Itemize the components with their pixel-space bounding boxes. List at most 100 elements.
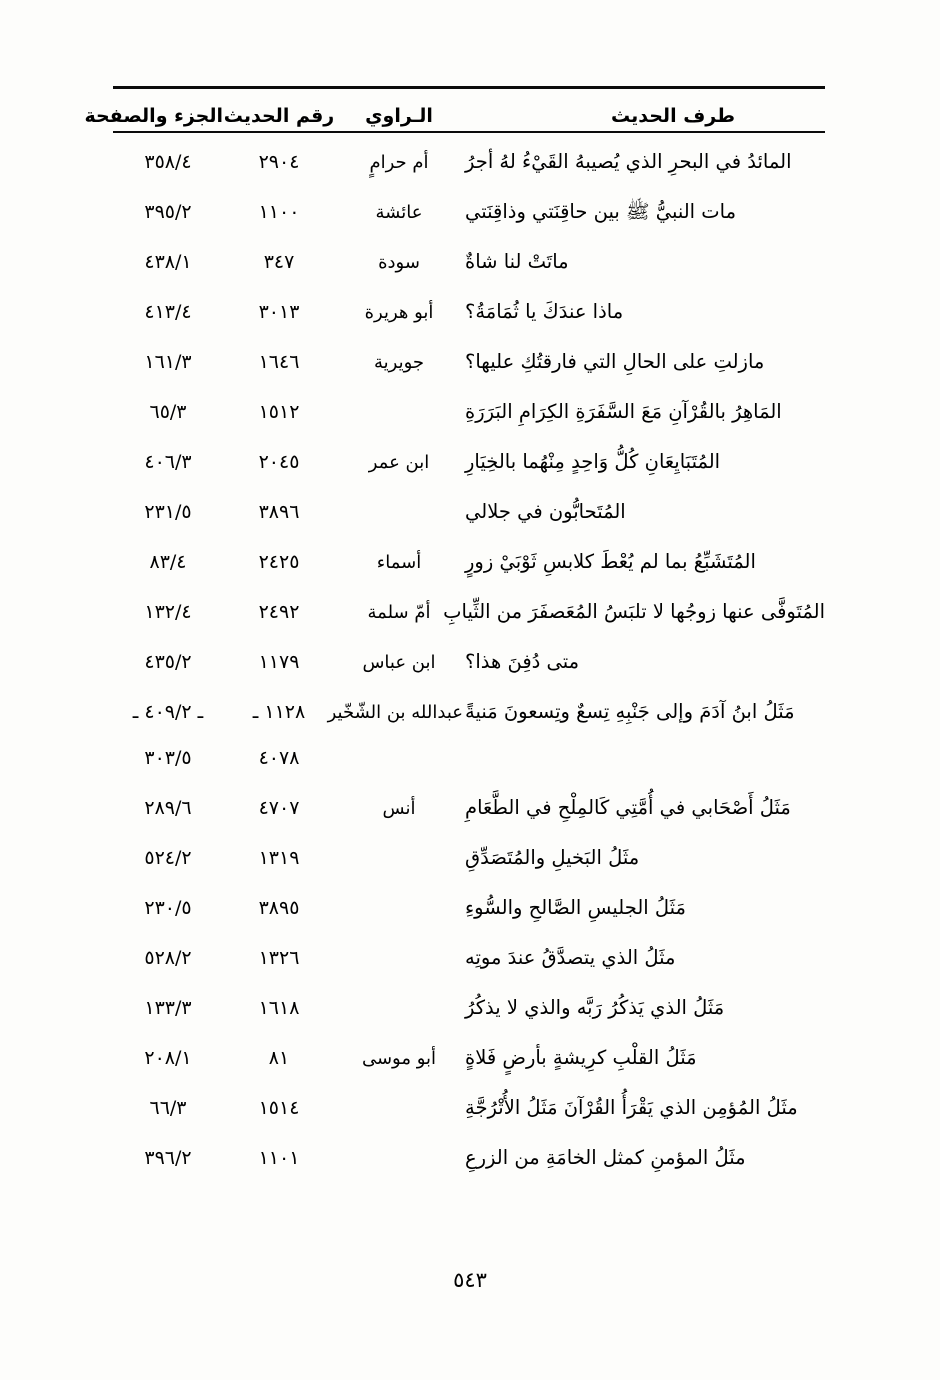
- cell-hadith-text: المُتَوفَّى عنها زوجُها لا تلبَسُ المُعَ…: [443, 600, 825, 623]
- cell-hadith-number: ٣٨٩٥: [258, 897, 300, 919]
- cell-narrator: أبو هريرة: [364, 302, 434, 323]
- table-row: مثَلُ المؤمنِ كمثل الخامَةِ من الزرعِ ١١٠…: [113, 1143, 825, 1193]
- table-row: مازلتِ على الحالِ التي فارقتُكِ عليها؟ جو…: [113, 347, 825, 397]
- table-row: متى دُفِنَ هذا؟ ابن عباس ١١٧٩ ٤٣٥/٢: [113, 647, 825, 697]
- cell-volume-page: ٨٣/٤: [149, 551, 187, 573]
- cell-volume-page: ١٣٣/٣: [144, 997, 192, 1019]
- cell-volume-page: ٣٠٣/٥: [144, 747, 192, 769]
- cell-volume-page: ٢٣١/٥: [144, 501, 192, 523]
- cell-hadith-text: مازلتِ على الحالِ التي فارقتُكِ عليها؟: [465, 350, 765, 373]
- cell-volume-page: ١٣٢/٤: [144, 601, 192, 623]
- cell-hadith-text: مثَلُ المُؤمِن الذي يَقْرَأُ القُرْآنَ م…: [465, 1096, 798, 1119]
- cell-hadith-number: ١١٠٠: [258, 201, 300, 223]
- cell-hadith-text: مثَلُ المؤمنِ كمثل الخامَةِ من الزرعِ: [465, 1146, 746, 1169]
- cell-hadith-text: المُتَبَايِعَانِ كُلُّ وَاحِدٍ مِنْهُما …: [465, 450, 721, 473]
- cell-hadith-number: ٢٤٩٢: [258, 601, 300, 623]
- header-cell-hadith-text: طرف الحديث: [463, 106, 825, 131]
- cell-narrator: عبدالله بن الشّخّير: [327, 702, 463, 723]
- page-number: ٥٤٣: [453, 1268, 487, 1292]
- cell-volume-page: ـ ٤٠٩/٢ ـ: [132, 701, 204, 723]
- cell-narrator: أسماء: [376, 552, 422, 573]
- cell-volume-page: ٣٩٥/٢: [144, 201, 192, 223]
- table-body: المائدُ في البحرِ الذي يُصيبهُ القَيْءُ …: [113, 133, 825, 1193]
- cell-narrator: أم حرامٍ: [369, 152, 429, 173]
- cell-hadith-text: ماذا عندَكَ يا ثُمَامَةُ؟: [465, 300, 624, 323]
- cell-hadith-number: ٣٨٩٦: [258, 501, 300, 523]
- table-row: المُتَوفَّى عنها زوجُها لا تلبَسُ المُعَ…: [113, 597, 825, 647]
- cell-hadith-number: ١٣١٩: [258, 847, 300, 869]
- table-row: ماذا عندَكَ يا ثُمَامَةُ؟ أبو هريرة ٣٠١٣ ٤١…: [113, 297, 825, 347]
- cell-hadith-text: المائدُ في البحرِ الذي يُصيبهُ القَيْءُ …: [465, 150, 792, 173]
- cell-hadith-number: ٢٩٠٤: [258, 151, 300, 173]
- cell-hadith-number: ٣٠١٣: [258, 301, 300, 323]
- cell-narrator: أمّ سلمة: [367, 602, 431, 623]
- cell-hadith-number: ١٥١٢: [258, 401, 300, 423]
- header-label-volume-page: الجزء والصفحة: [84, 105, 223, 128]
- cell-volume-page: ٢٣٠/٥: [144, 897, 192, 919]
- cell-volume-page: ٥٢٨/٢: [144, 947, 192, 969]
- header-cell-volume-page: الجزء والصفحة: [84, 105, 223, 131]
- cell-hadith-number: ١٦١٨: [258, 997, 300, 1019]
- cell-narrator: سودة: [378, 252, 420, 273]
- cell-hadith-text: مَثَلُ الجليسِ الصَّالحِ والسُّوءِ: [465, 896, 686, 919]
- cell-narrator: جويرية: [373, 352, 425, 373]
- cell-hadith-text: مثَلُ البَخيلِ والمُتَصَدِّقِ: [465, 846, 640, 869]
- table-row: مثَلُ البَخيلِ والمُتَصَدِّقِ ١٣١٩ ٥٢٤/٢: [113, 843, 825, 893]
- table-row: ٤٠٧٨ ٣٠٣/٥: [113, 747, 825, 793]
- table-top-rule: [113, 86, 825, 89]
- cell-volume-page: ٥٢٤/٢: [144, 847, 192, 869]
- cell-volume-page: ٢٨٩/٦: [144, 797, 192, 819]
- cell-volume-page: ٤٠٦/٣: [144, 451, 192, 473]
- cell-volume-page: ٤٣٥/٢: [144, 651, 192, 673]
- header-label-hadith-number: رقم الحديث: [223, 105, 335, 128]
- cell-hadith-number: ٢٤٢٥: [258, 551, 300, 573]
- header-label-narrator: الـراوي: [365, 105, 433, 128]
- header-cell-hadith-number: رقم الحديث: [223, 106, 335, 131]
- cell-narrator: ابن عمر: [368, 452, 430, 473]
- cell-hadith-number: ٤٧٠٧: [258, 797, 300, 819]
- cell-hadith-text: مثَلُ الذي يتصدَّقُ عندَ موتِه: [465, 946, 676, 969]
- table-row: مَثَلُ الجليسِ الصَّالحِ والسُّوءِ ٣٨٩٥ ٢٣…: [113, 893, 825, 943]
- cell-volume-page: ٤٣٨/١: [144, 251, 192, 273]
- cell-hadith-text: ماتَتْ لنا شاةٌ: [465, 250, 569, 273]
- table-header-rule: [113, 131, 825, 133]
- table-row: مَثَلُ القلْبِ كرِيشةٍ بأرضٍ فَلاةٍ أبو م…: [113, 1043, 825, 1093]
- cell-hadith-number: ٨١: [268, 1047, 290, 1069]
- cell-hadith-number: ١٥١٤: [258, 1097, 300, 1119]
- hadith-index-table: طرف الحديث الـراوي رقم الحديث الجزء والص…: [84, 86, 825, 1193]
- cell-narrator: ابن عباس: [362, 652, 436, 673]
- cell-hadith-number: ٣٤٧: [263, 251, 295, 273]
- cell-hadith-text: مات النبيُّ ﷺ بين حاقِنَتي وذاقِنَتي: [465, 200, 737, 223]
- cell-volume-page: ٦٦/٣: [149, 1097, 187, 1119]
- cell-narrator: أبو موسى: [361, 1048, 437, 1069]
- cell-volume-page: ٤١٣/٤: [144, 301, 192, 323]
- cell-narrator: عائشة: [375, 202, 423, 223]
- cell-hadith-text: مَثَلُ القلْبِ كرِيشةٍ بأرضٍ فَلاةٍ: [465, 1046, 697, 1069]
- cell-hadith-number: ١١٧٩: [258, 651, 300, 673]
- cell-hadith-text: مَثَلُ الذي يَذكُرُ رَبَّه والذي لا يذكُ…: [465, 996, 725, 1019]
- cell-hadith-text: مَثَلُ ابنُ آدَمَ وإلى جَنْبِهِ تِسعٌ وت…: [465, 700, 795, 723]
- cell-hadith-text: المُتَحابُّون في جلالي: [465, 500, 626, 523]
- table-row: مَثَلُ ابنُ آدَمَ وإلى جَنْبِهِ تِسعٌ وت…: [113, 697, 825, 747]
- cell-hadith-text: المُتَشَبِّعُ بما لم يُعْطَ كلابسِ ثَوْب…: [465, 550, 756, 573]
- cell-volume-page: ١٦١/٣: [144, 351, 192, 373]
- cell-volume-page: ٣٩٦/٢: [144, 1147, 192, 1169]
- cell-hadith-text: مَثَلُ أَصْحَابي في أُمَّتِي كَالمِلْحِ …: [465, 796, 791, 819]
- table-row: مَثَلُ أَصْحَابي في أُمَّتِي كَالمِلْحِ …: [113, 793, 825, 843]
- table-row: المُتَحابُّون في جلالي ٣٨٩٦ ٢٣١/٥: [113, 497, 825, 547]
- table-row: مَثَلُ الذي يَذكُرُ رَبَّه والذي لا يذكُ…: [113, 993, 825, 1043]
- cell-narrator: أنس: [382, 798, 416, 819]
- cell-hadith-text: متى دُفِنَ هذا؟: [465, 650, 580, 673]
- table-row: مثَلُ الذي يتصدَّقُ عندَ موتِه ١٣٢٦ ٥٢٨/٢: [113, 943, 825, 993]
- table-row: مات النبيُّ ﷺ بين حاقِنَتي وذاقِنَتي عائش…: [113, 197, 825, 247]
- cell-hadith-text: المَاهِرُ بالقُرْآنِ مَعَ السَّفَرَةِ ال…: [465, 400, 782, 423]
- cell-hadith-number: ١١٠١: [258, 1147, 300, 1169]
- cell-hadith-number: ١٦٤٦: [258, 351, 300, 373]
- cell-hadith-number: ٤٠٧٨: [258, 747, 300, 769]
- table-row: مثَلُ المُؤمِن الذي يَقْرَأُ القُرْآنَ م…: [113, 1093, 825, 1143]
- table-row: المُتَبَايِعَانِ كُلُّ وَاحِدٍ مِنْهُما …: [113, 447, 825, 497]
- cell-hadith-number: ١١٢٨ ـ: [252, 701, 306, 723]
- header-label-hadith-text: طرف الحديث: [611, 105, 735, 128]
- table-row: المُتَشَبِّعُ بما لم يُعْطَ كلابسِ ثَوْب…: [113, 547, 825, 597]
